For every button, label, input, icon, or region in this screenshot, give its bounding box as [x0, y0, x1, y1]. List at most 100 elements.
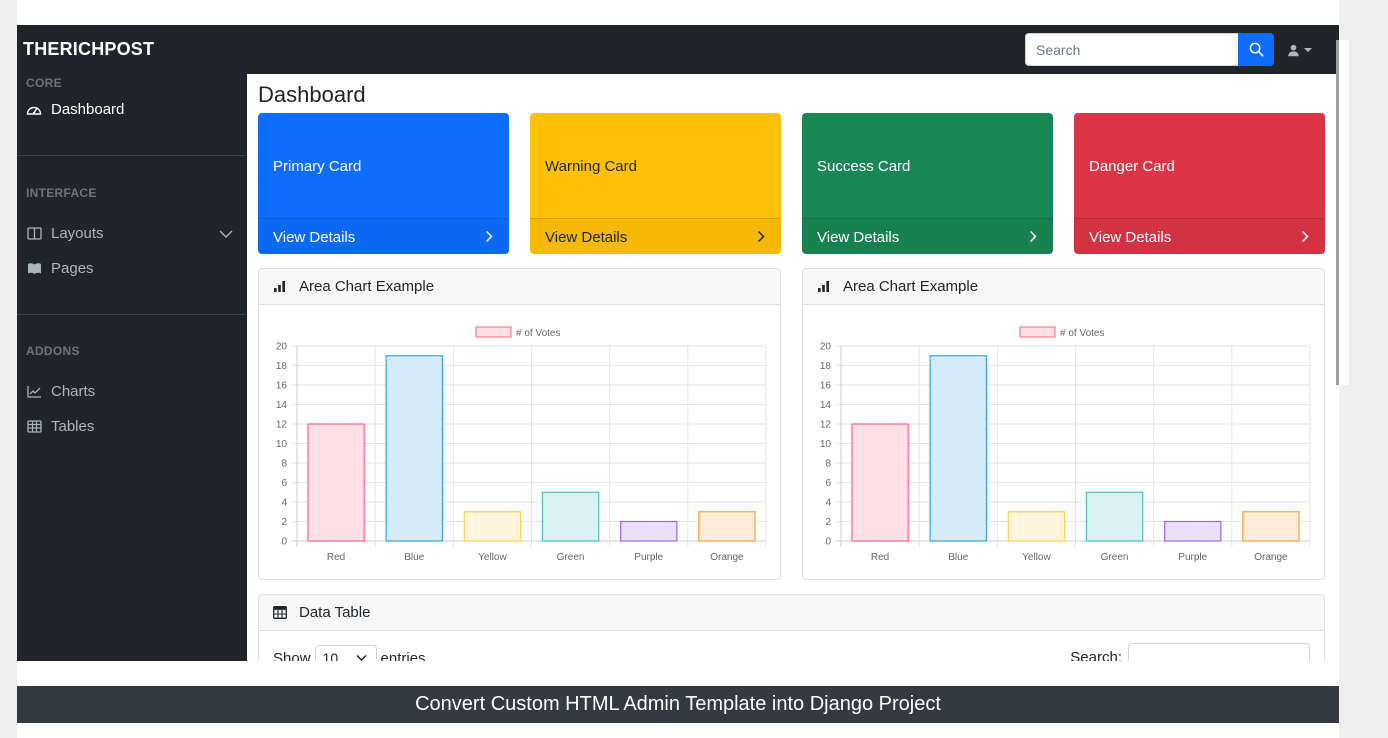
sidebar-item-pages[interactable]: Pages [25, 255, 239, 281]
book-icon [25, 260, 43, 276]
x-tick-label: Red [871, 552, 889, 563]
chart-legend: # of Votes [1019, 326, 1104, 339]
x-tick-label: Purple [1178, 552, 1207, 563]
top-navbar: THERICHPOST [17, 25, 1339, 74]
search-button[interactable] [1238, 33, 1274, 66]
user-dropdown[interactable] [1287, 41, 1319, 59]
data-table-panel: Data Table Show 10 entries Search: [258, 594, 1325, 661]
sidebar-heading-core: CORE [26, 76, 62, 90]
caret-down-icon [1304, 48, 1312, 52]
bar-chart-icon [273, 279, 289, 295]
sidebar-item-charts[interactable]: Charts [25, 378, 239, 404]
legend-label: # of Votes [516, 328, 560, 339]
x-tick-label: Yellow [1022, 552, 1051, 563]
bar-blue [385, 355, 443, 542]
bar-green [1085, 491, 1144, 542]
chart-panel-header: Area Chart Example [803, 269, 1324, 305]
chart-panel-title: Area Chart Example [299, 278, 435, 295]
scrollbar-thumb[interactable] [1336, 40, 1339, 385]
x-tick-label: Orange [710, 552, 744, 563]
card-title: Danger Card [1089, 158, 1175, 175]
x-tick-label: Red [327, 552, 345, 563]
legend-swatch [1019, 326, 1056, 338]
x-tick-label: Orange [1254, 552, 1288, 563]
user-icon [1288, 44, 1299, 56]
card-footer[interactable]: View Details [1074, 218, 1325, 254]
x-tick-label: Green [557, 552, 585, 563]
y-tick-label: 18 [276, 361, 288, 372]
card-footer[interactable]: View Details [530, 218, 781, 254]
legend-swatch [475, 326, 512, 338]
y-tick-label: 20 [276, 342, 288, 353]
x-tick-label: Blue [404, 552, 424, 563]
bar-green [541, 491, 600, 542]
entries-select-value: 10 [322, 650, 339, 661]
data-table-title: Data Table [299, 604, 371, 621]
y-tick-label: 14 [276, 400, 288, 411]
chart-panel-left: Area Chart Example # of Votes 0 2 4 6 8 10 12 14… [258, 268, 781, 580]
table-search-control: Search: [1070, 643, 1310, 661]
search-icon [1249, 42, 1263, 57]
y-tick-label: 0 [281, 537, 287, 548]
danger-card: Danger Card View Details [1074, 113, 1325, 254]
card-footer[interactable]: View Details [802, 218, 1053, 254]
chevron-right-icon [1029, 230, 1037, 248]
sidebar-item-label: Dashboard [51, 100, 125, 118]
bar-purple [1164, 520, 1222, 542]
entries-length-control: Show 10 entries [273, 645, 426, 661]
card-footer[interactable]: View Details [258, 218, 509, 254]
bar-chart: # of Votes 0 2 4 6 8 10 12 14 16 18 20 Red Blue Yellow… [276, 326, 767, 563]
primary-card: Primary Card View Details [258, 113, 509, 254]
sidebar-item-dashboard[interactable]: Dashboard [25, 96, 239, 122]
card-title: Success Card [817, 158, 911, 175]
view-details-link[interactable]: View Details [817, 229, 900, 246]
y-tick-label: 8 [825, 459, 831, 470]
bar-blue [929, 355, 987, 542]
brand-logo[interactable]: THERICHPOST [23, 39, 155, 59]
search-input[interactable] [1025, 33, 1239, 66]
sidebar-item-label: Tables [51, 417, 95, 435]
chevron-down-icon [356, 654, 367, 661]
main-content: Dashboard Primary Card View Details Warn… [247, 74, 1339, 661]
success-card: Success Card View Details [802, 113, 1053, 254]
y-tick-label: 4 [825, 498, 831, 509]
sidebar-heading-interface: INTERFACE [26, 186, 97, 200]
x-tick-label: Yellow [478, 552, 507, 563]
tachometer-icon [25, 101, 43, 117]
chevron-right-icon [1301, 230, 1309, 248]
page-title: Dashboard [258, 82, 366, 107]
entries-label: entries [380, 649, 426, 662]
sidebar-heading-addons: ADDONS [26, 344, 80, 358]
view-details-link[interactable]: View Details [273, 229, 356, 246]
show-label: Show [273, 649, 311, 662]
bar-chart: # of Votes 0 2 4 6 8 10 12 14 16 18 20 Red Blue Yellow… [820, 326, 1311, 563]
table-search-input[interactable] [1128, 643, 1310, 661]
chart-panel-header: Area Chart Example [259, 269, 780, 305]
y-tick-label: 10 [276, 439, 288, 450]
y-tick-label: 16 [276, 381, 288, 392]
bar-yellow [463, 511, 522, 542]
chart-panel-right: Area Chart Example # of Votes 0 2 4 6 8 10 12 14… [802, 268, 1325, 580]
bar-red [307, 423, 365, 542]
sidebar-item-tables[interactable]: Tables [25, 413, 239, 439]
bar-purple [620, 520, 678, 542]
entries-select[interactable]: 10 [314, 645, 377, 661]
data-table-controls: Show 10 entries Search: [259, 631, 1324, 661]
sidebar-divider [17, 155, 247, 156]
bar-chart-icon [817, 279, 833, 295]
sidebar-divider [17, 314, 247, 315]
browser-page: THERICHPOST CORE Dashboard INTERFACE Lay… [17, 0, 1339, 738]
bar-orange [698, 511, 756, 542]
video-caption: Convert Custom HTML Admin Template into … [17, 686, 1339, 723]
y-tick-label: 12 [276, 420, 288, 431]
y-tick-label: 10 [820, 439, 832, 450]
table-icon [273, 605, 289, 621]
x-tick-label: Green [1101, 552, 1129, 563]
y-tick-label: 18 [820, 361, 832, 372]
view-details-link[interactable]: View Details [545, 229, 628, 246]
sidebar-item-layouts[interactable]: Layouts [25, 220, 239, 246]
chart-panel-title: Area Chart Example [843, 278, 979, 295]
bar-yellow [1007, 511, 1066, 542]
chevron-right-icon [757, 230, 765, 248]
view-details-link[interactable]: View Details [1089, 229, 1172, 246]
